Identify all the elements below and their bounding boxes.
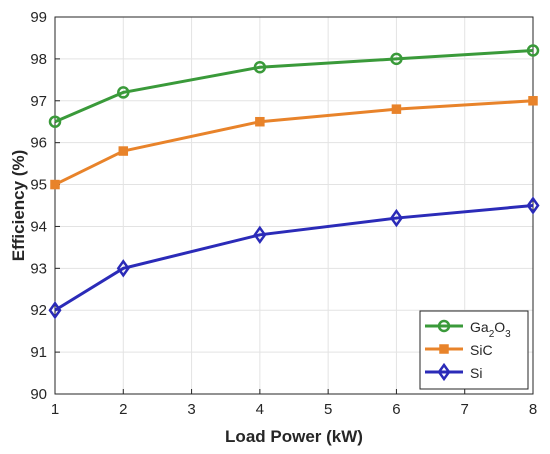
x-tick-label: 8 <box>529 401 537 418</box>
legend-marker-sic <box>439 344 449 354</box>
legend: Ga2O3 SiC Si <box>419 310 529 390</box>
data-point-ga2o3 <box>526 44 540 57</box>
legend-marker-ga2o3 <box>437 319 451 333</box>
data-point-ga2o3 <box>117 86 130 99</box>
x-axis-ticks: 1 2 3 4 5 6 7 8 <box>51 389 537 418</box>
y-tick-label: 98 <box>30 51 47 68</box>
y-tick-label: 97 <box>30 93 47 110</box>
x-tick-label: 3 <box>187 401 195 418</box>
data-point-sic <box>50 179 60 190</box>
y-axis-ticks: 90 91 92 93 94 95 96 97 98 99 <box>30 9 60 403</box>
x-tick-label: 1 <box>51 401 59 418</box>
y-tick-label: 96 <box>30 135 47 152</box>
x-tick-label: 4 <box>256 401 264 418</box>
legend-marker-si <box>437 362 451 382</box>
legend-label-ga2o3: Ga2O3 <box>470 319 511 340</box>
y-tick-label: 92 <box>30 302 47 319</box>
data-point-sic <box>391 104 402 114</box>
y-tick-label: 93 <box>30 260 47 277</box>
data-point-sic <box>118 146 129 156</box>
x-tick-label: 7 <box>461 401 469 418</box>
data-point-ga2o3 <box>48 115 62 128</box>
data-point-si <box>116 259 130 278</box>
y-tick-label: 94 <box>30 218 47 235</box>
y-tick-label: 95 <box>30 177 47 194</box>
data-point-ga2o3 <box>390 52 403 66</box>
legend-label-sic: SiC <box>470 342 493 358</box>
y-tick-label: 90 <box>30 386 47 403</box>
series-line-si <box>54 204 534 312</box>
legend-items <box>425 319 463 382</box>
data-point-sic <box>528 96 538 106</box>
series-line-ga2o3 <box>54 49 534 124</box>
legend-label-si: Si <box>470 365 482 381</box>
x-axis-label: Load Power (kW) <box>225 427 363 446</box>
x-tick-label: 2 <box>119 401 127 418</box>
x-tick-label: 5 <box>324 401 332 418</box>
series-layer <box>48 44 540 320</box>
y-tick-label: 99 <box>30 9 47 26</box>
data-point-si <box>526 196 540 215</box>
data-point-si <box>253 225 267 244</box>
data-point-si <box>48 301 62 320</box>
y-axis-label: Efficiency (%) <box>9 150 28 261</box>
y-tick-label: 91 <box>30 344 47 361</box>
data-point-si <box>389 208 403 228</box>
x-tick-label: 6 <box>392 401 400 418</box>
data-point-ga2o3 <box>253 61 267 74</box>
data-point-sic <box>255 116 265 127</box>
